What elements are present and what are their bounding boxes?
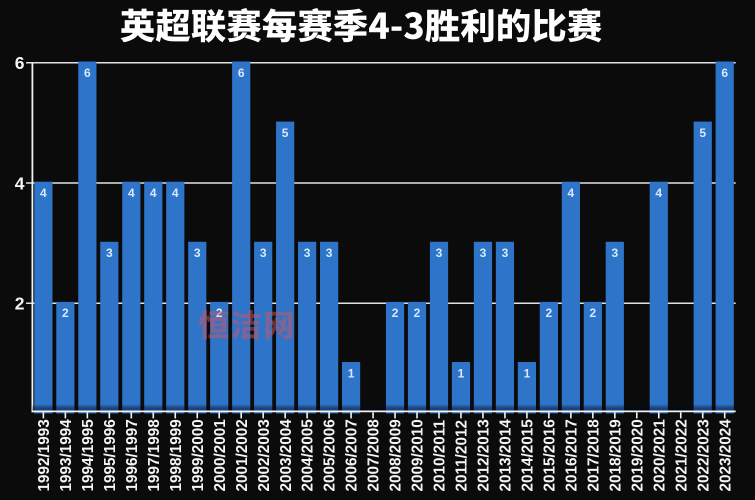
svg-text:6: 6 <box>238 66 245 80</box>
svg-text:4: 4 <box>655 186 662 200</box>
svg-text:2016/2017: 2016/2017 <box>563 419 580 491</box>
svg-text:2011/2012: 2011/2012 <box>454 420 471 491</box>
svg-text:1999/2000: 1999/2000 <box>190 419 207 491</box>
svg-text:4: 4 <box>172 186 179 200</box>
svg-text:2015/2016: 2015/2016 <box>541 419 558 491</box>
svg-text:2022/2023: 2022/2023 <box>695 419 712 491</box>
svg-text:1993/1994: 1993/1994 <box>58 419 75 492</box>
svg-text:2: 2 <box>589 306 596 320</box>
svg-text:2: 2 <box>546 306 553 320</box>
svg-text:2001/2002: 2001/2002 <box>234 419 251 491</box>
svg-text:6: 6 <box>15 53 25 73</box>
svg-text:2010/2011: 2010/2011 <box>432 420 449 492</box>
svg-text:2012/2013: 2012/2013 <box>476 419 493 491</box>
svg-text:2018/2019: 2018/2019 <box>607 419 624 491</box>
svg-text:5: 5 <box>699 126 706 140</box>
svg-text:4: 4 <box>150 186 157 200</box>
svg-text:2005/2006: 2005/2006 <box>322 419 339 491</box>
svg-text:1: 1 <box>458 366 465 380</box>
svg-text:1: 1 <box>524 366 531 380</box>
svg-text:6: 6 <box>84 66 91 80</box>
svg-text:2004/2005: 2004/2005 <box>300 419 317 492</box>
svg-text:2019/2020: 2019/2020 <box>629 419 646 491</box>
svg-text:1994/1995: 1994/1995 <box>80 419 97 492</box>
svg-text:2021/2022: 2021/2022 <box>673 419 690 491</box>
svg-text:4: 4 <box>15 173 25 193</box>
svg-text:2: 2 <box>392 306 399 320</box>
svg-text:3: 3 <box>611 246 618 260</box>
svg-text:1997/1998: 1997/1998 <box>146 419 163 492</box>
svg-text:1998/1999: 1998/1999 <box>168 419 185 491</box>
svg-text:3: 3 <box>194 246 201 260</box>
svg-text:2007/2008: 2007/2008 <box>366 419 383 492</box>
svg-text:3: 3 <box>106 246 113 260</box>
svg-text:6: 6 <box>721 66 728 80</box>
svg-text:4: 4 <box>128 186 135 200</box>
svg-text:1: 1 <box>348 366 355 380</box>
svg-text:1992/1993: 1992/1993 <box>36 419 53 491</box>
svg-text:2023/2024: 2023/2024 <box>717 419 734 492</box>
svg-text:3: 3 <box>436 246 443 260</box>
svg-text:2013/2014: 2013/2014 <box>498 419 515 492</box>
svg-text:1995/1996: 1995/1996 <box>102 419 119 491</box>
svg-text:2000/2001: 2000/2001 <box>212 419 229 492</box>
svg-text:2020/2021: 2020/2021 <box>651 419 668 492</box>
svg-text:2017/2018: 2017/2018 <box>585 419 602 492</box>
svg-text:2: 2 <box>414 306 421 320</box>
svg-text:4: 4 <box>568 186 575 200</box>
svg-text:3: 3 <box>502 246 509 260</box>
svg-text:5: 5 <box>282 126 289 140</box>
svg-text:2014/2015: 2014/2015 <box>520 419 537 492</box>
svg-text:4: 4 <box>40 186 47 200</box>
svg-text:3: 3 <box>326 246 333 260</box>
svg-text:2002/2003: 2002/2003 <box>256 419 273 491</box>
svg-text:2: 2 <box>15 294 25 314</box>
svg-text:1996/1997: 1996/1997 <box>124 419 141 491</box>
svg-text:2008/2009: 2008/2009 <box>388 419 405 491</box>
svg-text:2003/2004: 2003/2004 <box>278 419 295 492</box>
svg-text:2009/2010: 2009/2010 <box>410 419 427 491</box>
svg-text:2006/2007: 2006/2007 <box>344 419 361 491</box>
svg-text:3: 3 <box>260 246 267 260</box>
svg-text:3: 3 <box>480 246 487 260</box>
svg-text:3: 3 <box>304 246 311 260</box>
svg-text:2: 2 <box>62 306 69 320</box>
